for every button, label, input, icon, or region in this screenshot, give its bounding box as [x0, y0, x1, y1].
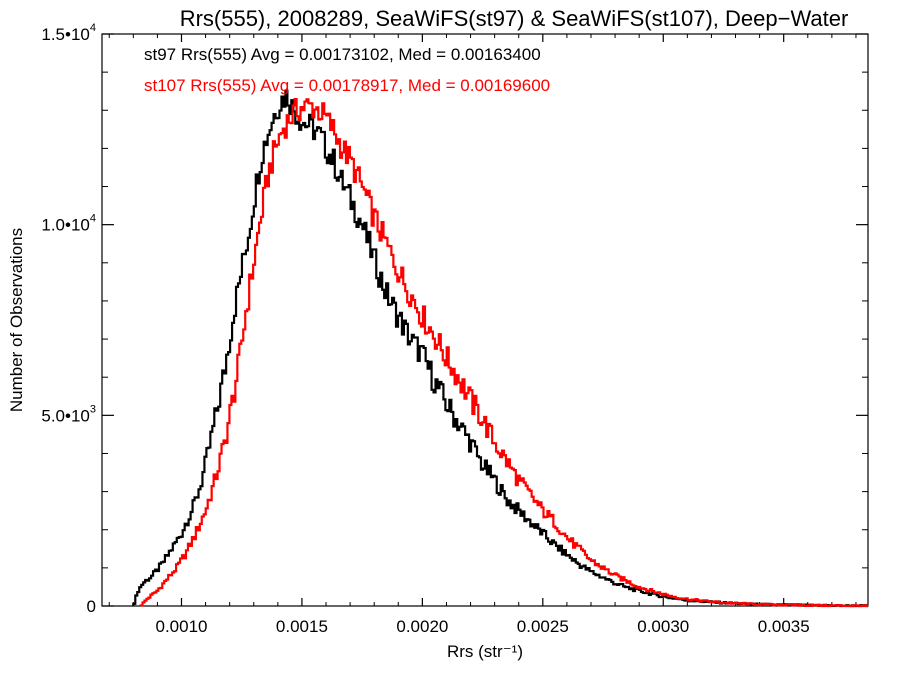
- chart-title: Rrs(555), 2008289, SeaWiFS(st97) & SeaWi…: [180, 6, 849, 31]
- plot-frame: [101, 33, 869, 607]
- axis-ticks: 0.0010 0.0015 0.0020 0.0025 0.0030 0.0035 0 5.0…: [41, 22, 868, 636]
- y-tick-label-1: 5.0•103: [41, 403, 96, 425]
- x-tick-label-1: 0.0015: [276, 617, 328, 636]
- y-tick-label-2: 1.0•104: [41, 213, 96, 235]
- legend-entry-st107: st107 Rrs(555) Avg = 0.00178917, Med = 0…: [144, 76, 550, 95]
- y-tick-label-3: 1.5•104: [41, 22, 96, 44]
- series-layer: [132, 89, 869, 608]
- series-line-st107: [139, 97, 869, 608]
- y-tick-label-0: 0: [87, 597, 96, 616]
- x-tick-label-4: 0.0030: [637, 617, 689, 636]
- x-tick-label-0: 0.0010: [155, 617, 207, 636]
- x-axis-label: Rrs (str⁻¹): [447, 642, 523, 661]
- y-axis-label: Number of Observations: [7, 228, 26, 412]
- legend-entry-st97: st97 Rrs(555) Avg = 0.00173102, Med = 0.…: [144, 45, 541, 64]
- series-line-st97: [132, 89, 868, 608]
- x-tick-label-5: 0.0035: [758, 617, 810, 636]
- x-tick-label-3: 0.0025: [517, 617, 569, 636]
- x-tick-label-2: 0.0020: [396, 617, 448, 636]
